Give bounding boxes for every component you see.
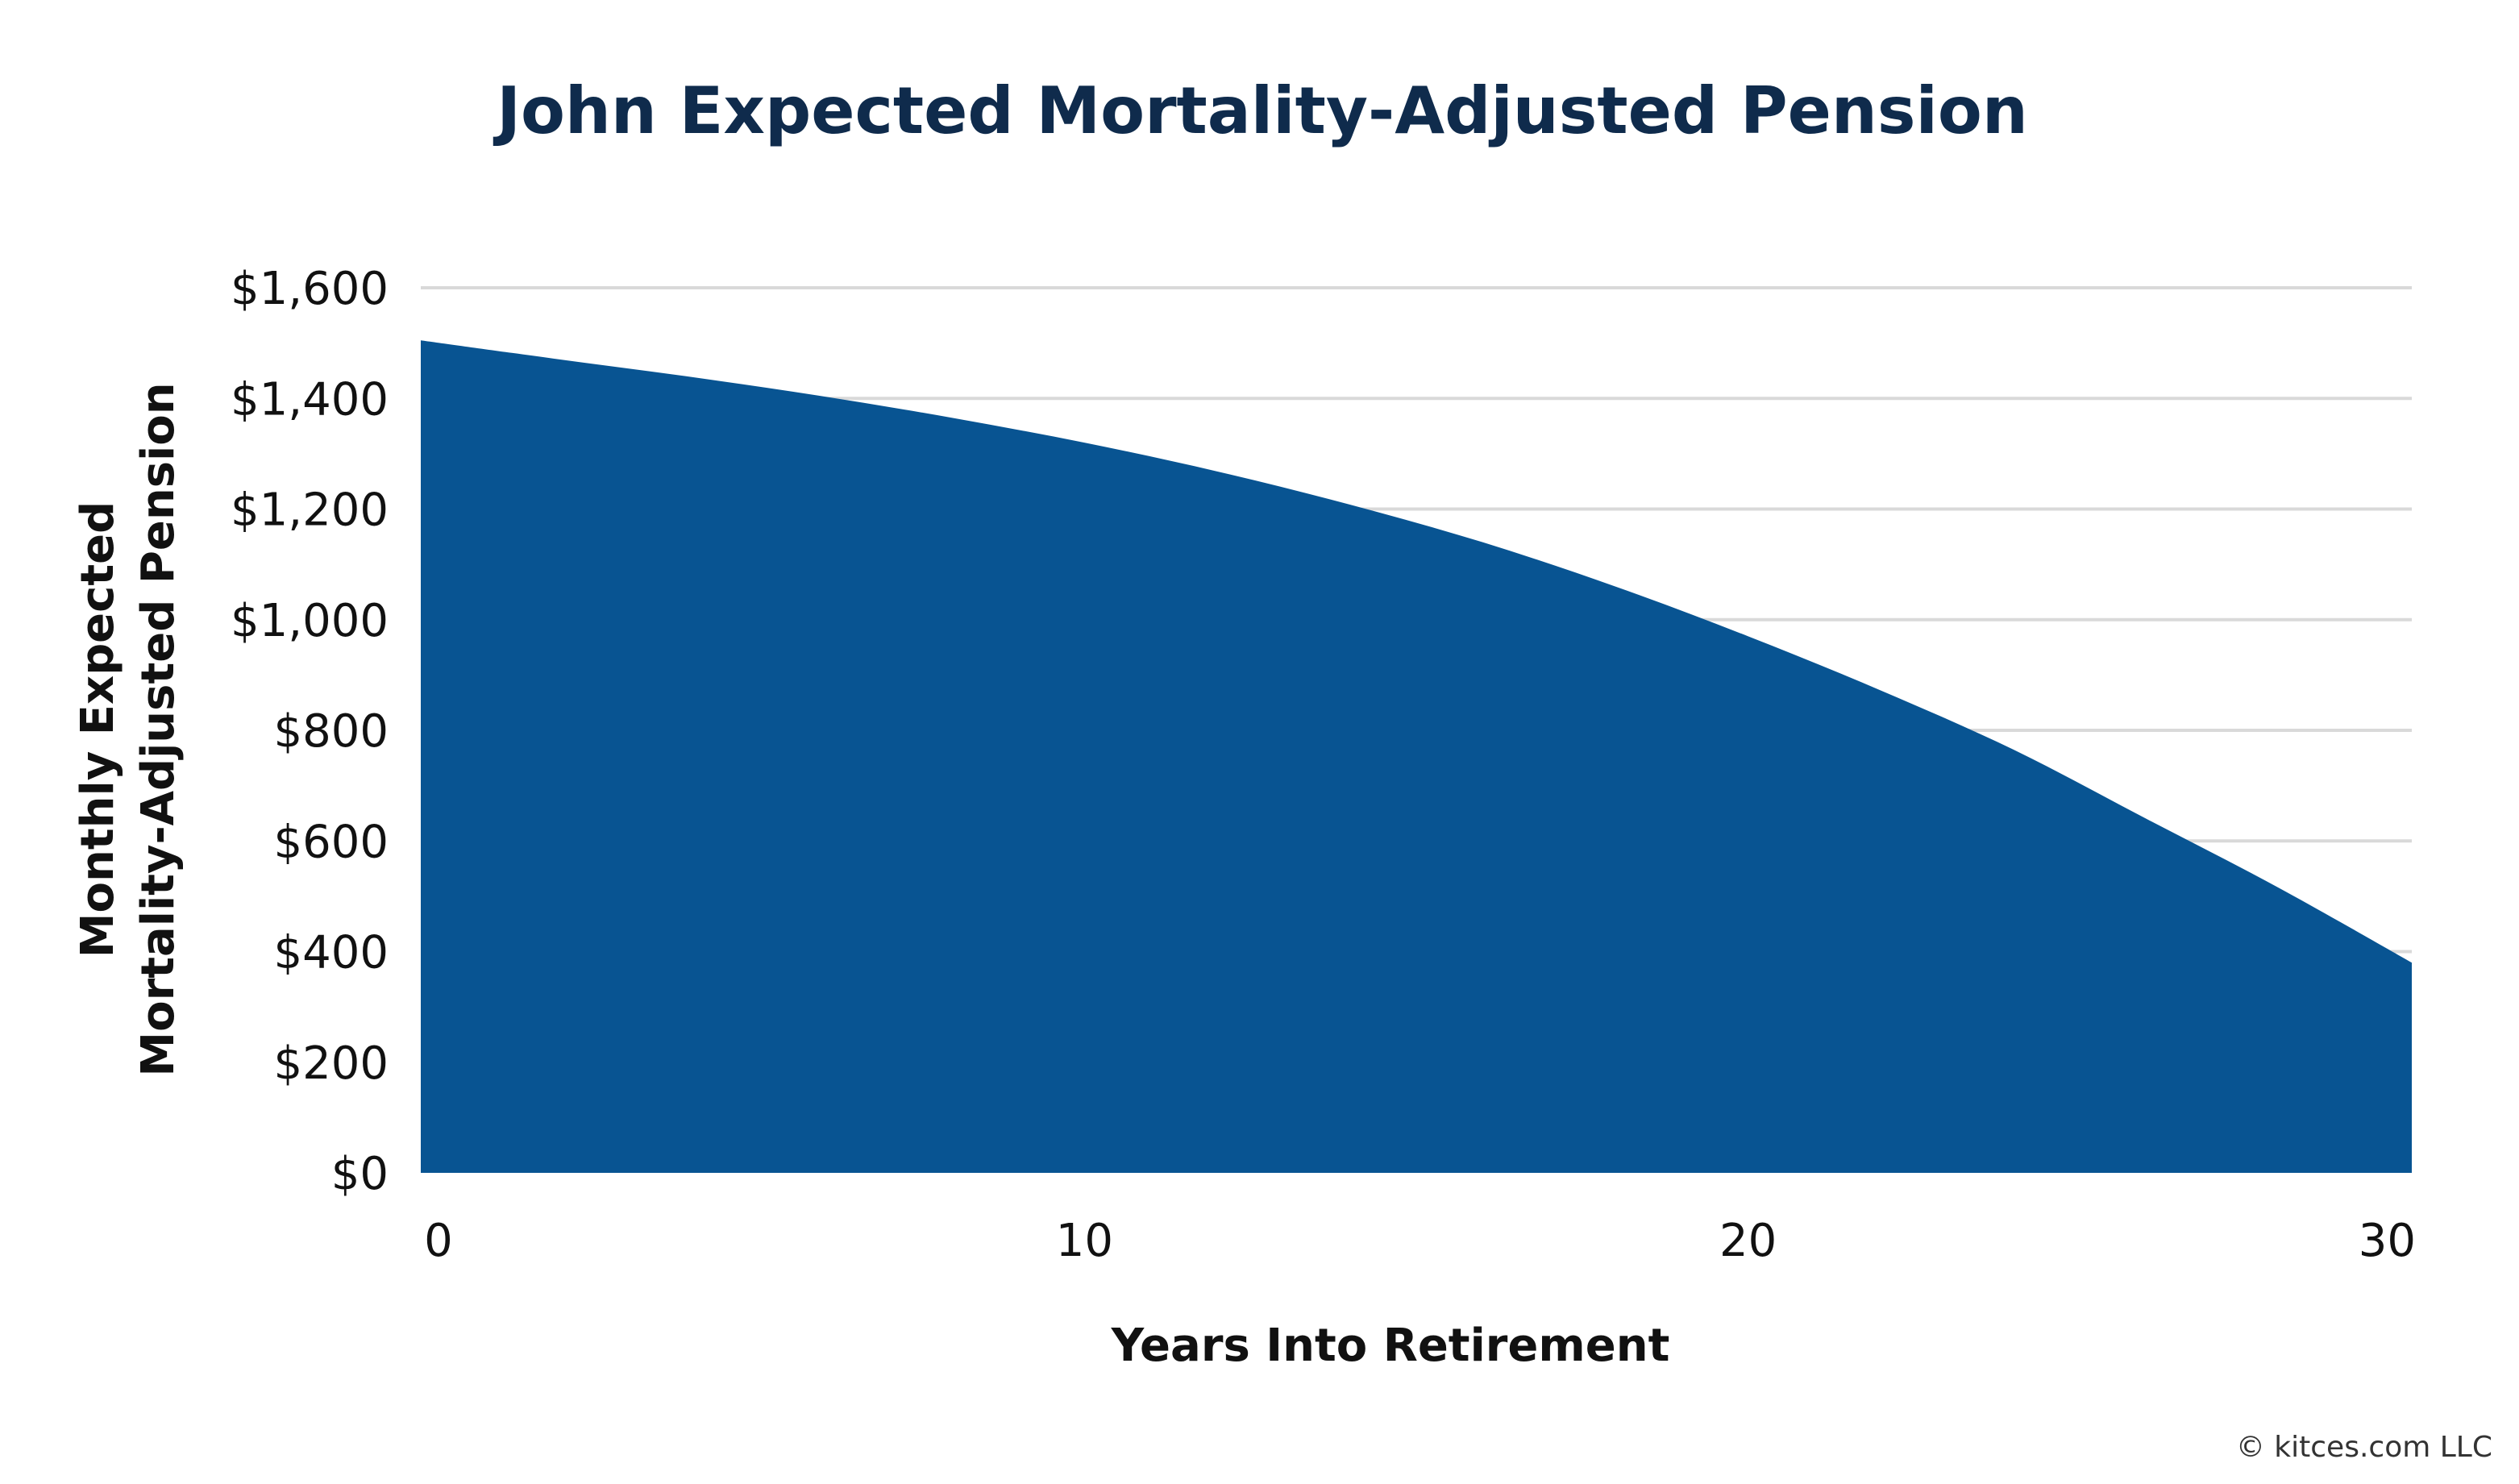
y-tick-label: $200 [273,1037,389,1090]
x-tick-label: 30 [2359,1215,2416,1267]
y-tick-label: $600 [273,816,389,868]
y-axis-title-line-1: Monthly Expected [72,501,124,958]
y-tick-label: $1,400 [231,373,389,426]
x-tick-label: 20 [1719,1215,1777,1267]
chart-title: John Expected Mortality-Adjusted Pension [493,73,2028,148]
copyright-credit: © kitces.com LLC [2236,1431,2492,1464]
x-axis-title: Years Into Retirement [1111,1320,1670,1372]
y-axis-title: Monthly Expected Mortality-Adjusted Pens… [72,382,185,1076]
plot-area [421,340,2412,1174]
y-axis-title-line-2: Mortality-Adjusted Pension [132,382,185,1076]
y-tick-label: $1,600 [231,263,389,315]
y-axis-tick-labels: $0 $200 $400 $600 $800 $1,000 $1,200 $1,400 $1,6… [231,263,389,1200]
y-tick-label: $1,000 [231,595,389,647]
x-tick-label: 0 [424,1215,453,1267]
y-tick-label: $400 [273,927,389,979]
x-axis-tick-labels: 0 10 20 30 [424,1215,2416,1267]
y-tick-label: $1,200 [231,484,389,537]
y-tick-label: $800 [273,705,389,758]
pension-area-series [421,340,2412,1174]
x-tick-label: 10 [1056,1215,1113,1267]
y-tick-label: $0 [331,1148,389,1200]
